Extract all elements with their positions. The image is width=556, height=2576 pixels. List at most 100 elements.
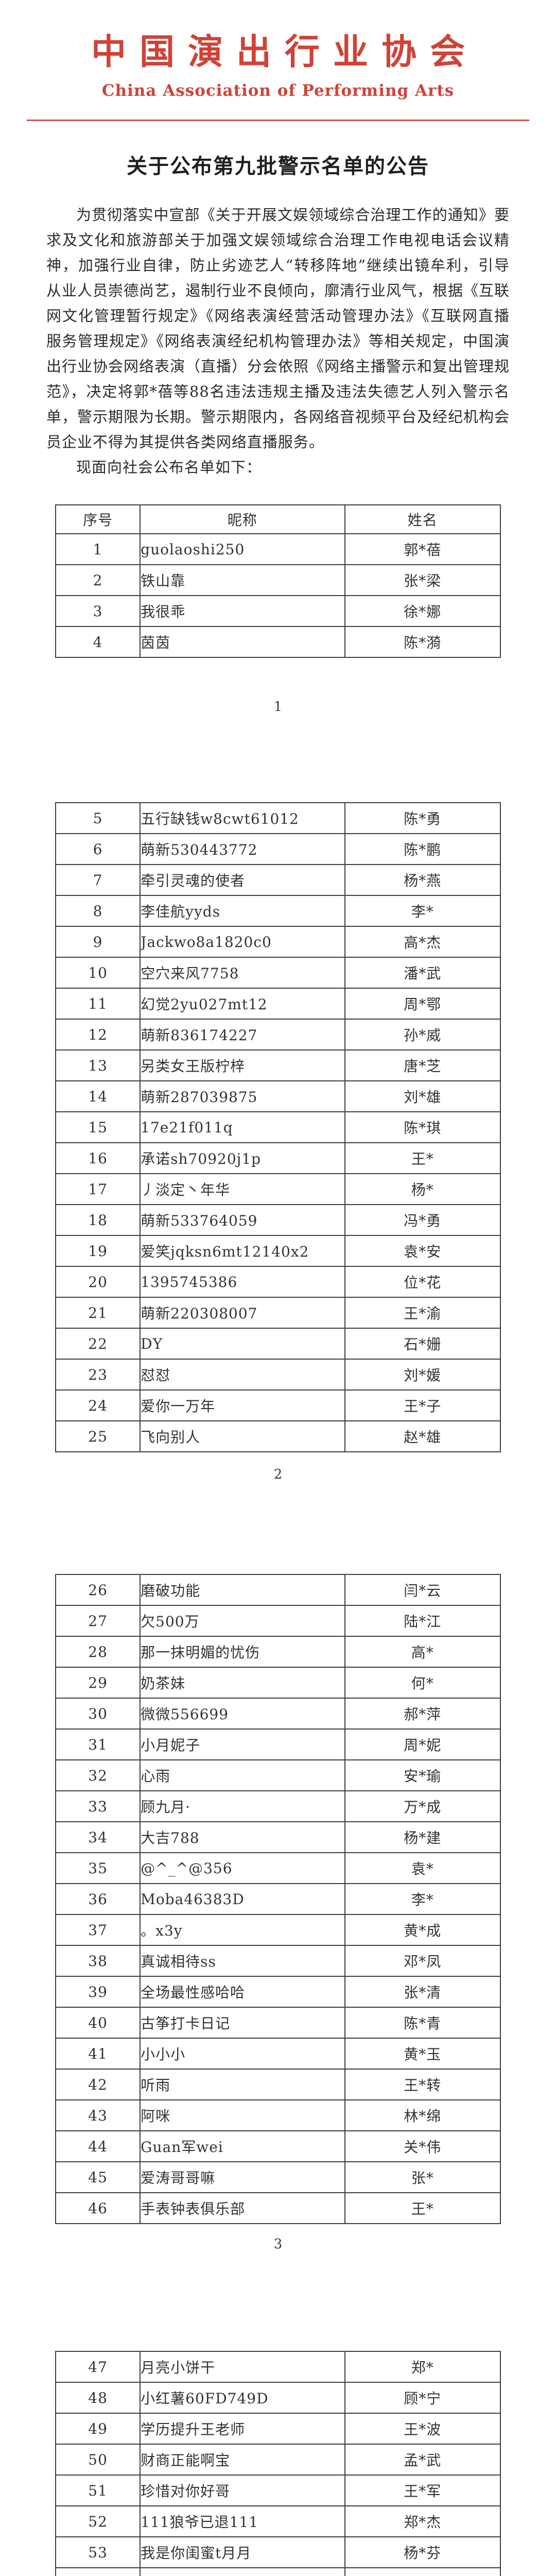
table-row: 26 磨破功能 闫*云 [55,1574,501,1606]
table-row: 42 听雨 王*转 [55,2069,501,2100]
row-nickname: 怼怼 [140,1359,345,1391]
row-nickname: 萌新533764059 [140,1204,345,1236]
row-number: 42 [55,2069,141,2100]
row-number: 1 [55,533,141,565]
table-row: 12 萌新836174227 孙*威 [55,1019,501,1050]
row-number: 5 [55,802,141,834]
row-name: 黄*成 [344,1914,501,1946]
row-number: 6 [55,833,141,865]
row-name: 高*杰 [344,926,501,958]
row-nickname: 月亮小饼干 [140,2351,345,2383]
row-name: 郝*萍 [344,1698,501,1730]
row-number: 30 [55,1698,141,1730]
row-nickname: 手表钟表俱乐部 [140,2192,345,2224]
table-row: 47 月亮小饼干 郑* [55,2351,501,2383]
table-row: 40 古筝打卡日记 陈*青 [55,2007,501,2039]
row-nickname: DY [140,1328,345,1360]
row-name: 王*波 [344,2413,501,2445]
row-name: 关*伟 [344,2130,501,2162]
row-nickname: 奶茶妹 [140,1667,345,1699]
row-nickname: 牵引灵魂的使者 [140,864,345,896]
row-number: 53 [55,2536,141,2568]
table-row: 51 珍惜对你好哥 王*军 [55,2475,501,2506]
table-row: 25 飞向别人 赵*雄 [55,1420,501,1452]
row-number: 35 [55,1852,141,1884]
table-row: 21 萌新220308007 王*渝 [55,1297,501,1329]
table-row: 8 李佳航yyds 李* [55,895,501,927]
warning-list-table-2: 5 五行缺钱w8cwt61012 陈*勇 6 萌新530443772 陈*鹏 7 牵引灵魂的使… [55,802,501,1452]
row-number: 40 [55,2007,141,2039]
row-nickname: 另类女王版柠梓 [140,1049,345,1081]
row-name: 孟*武 [344,2444,501,2476]
row-number: 51 [55,2475,141,2506]
row-name: 赵*雄 [344,1420,501,1452]
table-row: 16 承诺sh70920j1p 王* [55,1142,501,1174]
table-row: 53 我是你闺蜜t月月 杨*芬 [55,2536,501,2568]
header-cell-index: 序号 [55,504,141,534]
row-name: 高* [344,1636,501,1668]
row-nickname: 爱你一万年 [140,1389,345,1421]
warning-list-table-1: 序号 昵称 姓名 1 guolaoshi250 郭*蓓 2 铁山靠 张*梁 3 我很乖 徐*娜 4… [55,504,501,658]
table-row: 46 手表钟表俱乐部 王* [55,2192,501,2224]
row-name: 王*转 [344,2069,501,2100]
table-row: 36 Moba46383D 李* [55,1883,501,1915]
table-row: 23 怼怼 刘*媛 [55,1359,501,1391]
row-name: 位*花 [344,1266,501,1298]
table-row: 48 小红薯60FD749D 顾*宁 [55,2382,501,2414]
page-number: 2 [273,1467,283,1482]
table-row: 45 爱涛哥哥嘛 张* [55,2161,501,2193]
row-number: 27 [55,1605,141,1637]
page-number: 1 [273,699,283,715]
letterhead: 中国演出行业协会 China Association of Performing… [0,30,556,121]
row-name: 杨*芬 [344,2536,501,2568]
row-number: 52 [55,2505,141,2537]
row-number: 8 [55,895,141,927]
table-row: 27 欠500万 陆*江 [55,1605,501,1637]
row-nickname: 欠500万 [140,1605,345,1637]
row-number: 19 [55,1235,141,1267]
row-nickname: 飞向别人 [140,1420,345,1452]
row-number: 47 [55,2351,141,2383]
table-row: 31 小月妮子 周*妮 [55,1728,501,1760]
row-name: 王*渝 [344,1297,501,1329]
row-name: 黄*玉 [344,2038,501,2070]
row-name: 王* [344,1142,501,1174]
table-row: 7 牵引灵魂的使者 杨*燕 [55,864,501,896]
table-row: 29 奶茶妹 何* [55,1667,501,1699]
row-number: 38 [55,1945,141,1977]
row-nickname: 全场最性感哈哈 [140,1976,345,2008]
row-number: 13 [55,1049,141,1081]
table-row: 14 萌新287039875 刘*雄 [55,1080,501,1112]
row-nickname: 财商正能啊宝 [140,2444,345,2476]
row-nickname: 。x3y [140,1914,345,1946]
table-row: 17 丿淡定丶年华 杨* [55,1173,501,1205]
row-name: 杨*燕 [344,864,501,896]
row-number: 36 [55,1883,141,1915]
row-number: 2 [55,564,141,596]
table-row: 15 17e21f011q 陈*琪 [55,1111,501,1143]
row-nickname: 五行缺钱w8cwt61012 [140,802,345,834]
row-name: 陈*青 [344,2007,501,2039]
table-page-3: 26 磨破功能 闫*云 27 欠500万 陆*江 28 那一抹明媚的忧伤 高* 29 奶茶妹 何* 30… [0,1574,556,2253]
row-number: 43 [55,2099,141,2131]
row-nickname: 空穴来风7758 [140,957,345,989]
row-number: 48 [55,2382,141,2414]
table-page-4: 47 月亮小饼干 郑* 48 小红薯60FD749D 顾*宁 49 学历提升王老师 王*波 50 财… [0,2351,556,2576]
table-row: 2 铁山靠 张*梁 [55,564,501,596]
row-nickname: 小红薯60FD749D [140,2382,345,2414]
warning-list-table-4: 47 月亮小饼干 郑* 48 小红薯60FD749D 顾*宁 49 学历提升王老师 王*波 50 财… [55,2351,501,2576]
row-number: 32 [55,1759,141,1791]
row-nickname: guolaoshi250 [140,533,345,565]
row-number: 15 [55,1111,141,1143]
row-nickname: 小小小 [140,2038,345,2070]
row-name: 杨* [344,1173,501,1205]
row-name: 王* [344,2192,501,2224]
header-cell-name: 姓名 [344,504,501,534]
row-number: 7 [55,864,141,896]
row-nickname: 17e21f011q [140,1111,345,1143]
page-number: 3 [273,2236,283,2252]
row-name: 何* [344,1667,501,1699]
row-number: 9 [55,926,141,958]
row-number: 3 [55,595,141,627]
table-row: 49 学历提升王老师 王*波 [55,2413,501,2445]
